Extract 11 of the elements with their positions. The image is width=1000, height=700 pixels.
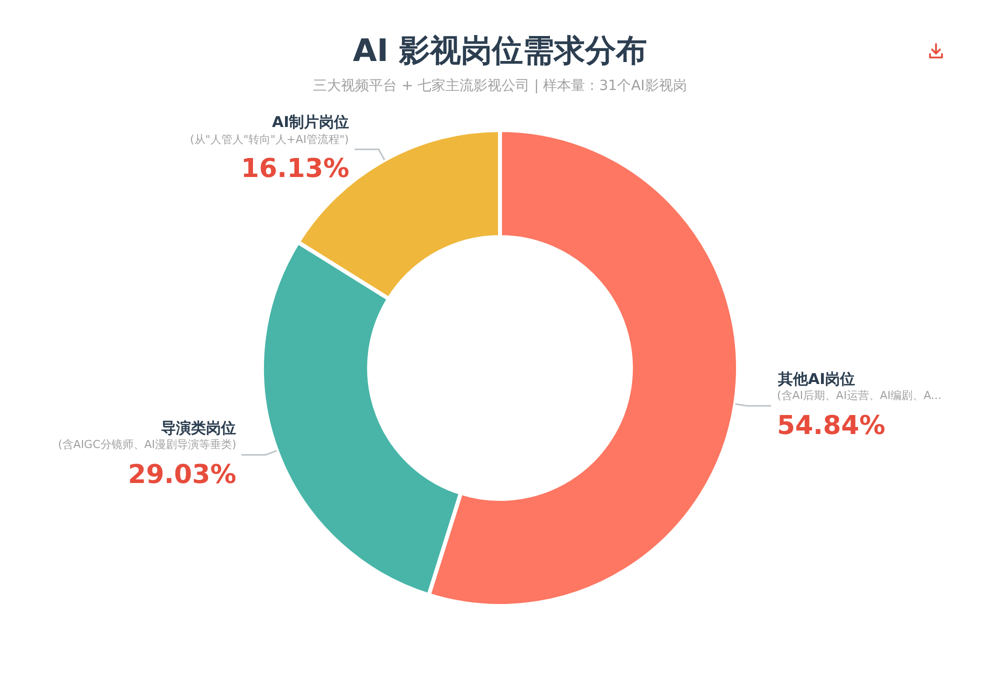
text: (含AI后期、AI运营、AI编剧、A... [777,389,942,402]
text: (含AIGC分镜师、AI漫剧导演等垂类) [58,438,236,451]
slice-label: 其他AI岗位 [777,370,856,388]
slice-label: AI制片岗位 [272,113,350,131]
chart-subtitle: 三大视频平台 + 七家主流影视公司 | 样本量：31个AI影视岗 [313,78,687,94]
data-label: 54.84% [777,411,886,441]
text: (从"人管人"转向"人+AI管流程") [190,133,349,146]
data-label: 16.13% [241,154,350,184]
slice-label: 导演类岗位 [161,419,236,437]
chart-title: AI 影视岗位需求分布 [352,32,648,69]
data-label: 29.03% [128,460,236,490]
